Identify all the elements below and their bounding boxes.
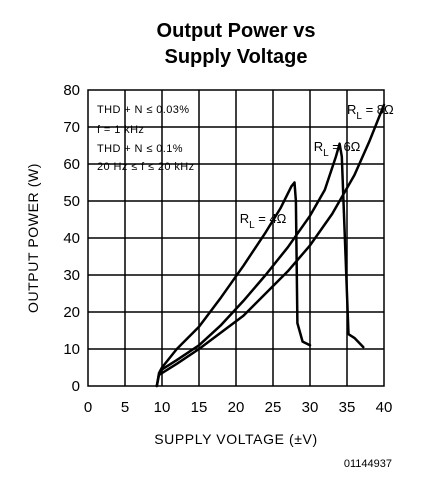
- y-tick-label: 70: [63, 119, 80, 136]
- y-axis-label: OUTPUT POWER (W): [25, 163, 41, 313]
- x-tick-label: 25: [265, 399, 282, 416]
- y-tick-label: 50: [63, 193, 80, 210]
- series-label: RL = 4Ω: [240, 211, 287, 231]
- y-tick-label: 0: [72, 378, 80, 395]
- series-label: RL = 8Ω: [347, 102, 394, 122]
- plot-frame: [87, 89, 385, 387]
- condition-text: THD + N ≤ 0.1%: [97, 143, 183, 155]
- x-axis-label: SUPPLY VOLTAGE (±V): [154, 431, 318, 447]
- x-tick-label: 10: [154, 399, 171, 416]
- condition-text: THD + N ≤ 0.03%: [97, 104, 189, 116]
- condition-text: f = 1 kHz: [97, 124, 144, 136]
- x-tick-label: 35: [339, 399, 356, 416]
- y-tick-label: 40: [63, 230, 80, 247]
- series-line: [157, 103, 386, 377]
- x-tick-label: 20: [228, 399, 245, 416]
- x-tick-label: 0: [84, 399, 92, 416]
- y-tick-label: 10: [63, 341, 80, 358]
- series-line: [155, 142, 365, 388]
- chart-title-line1: Output Power vs: [156, 20, 316, 42]
- y-tick-label: 80: [63, 82, 80, 99]
- y-tick-label: 20: [63, 304, 80, 321]
- y-tick-label: 30: [63, 267, 80, 284]
- series-line: [155, 181, 312, 388]
- y-tick-label: 60: [63, 156, 80, 173]
- condition-text: 20 Hz ≤ f ≤ 20 kHz: [97, 161, 195, 173]
- figure-code: 01144937: [343, 458, 392, 470]
- x-tick-label: 40: [376, 399, 393, 416]
- x-tick-label: 15: [191, 399, 208, 416]
- series-label: RL = 6Ω: [314, 139, 361, 159]
- chart-title-line2: Supply Voltage: [164, 46, 308, 68]
- x-tick-label: 5: [121, 399, 129, 416]
- x-tick-label: 30: [302, 399, 319, 416]
